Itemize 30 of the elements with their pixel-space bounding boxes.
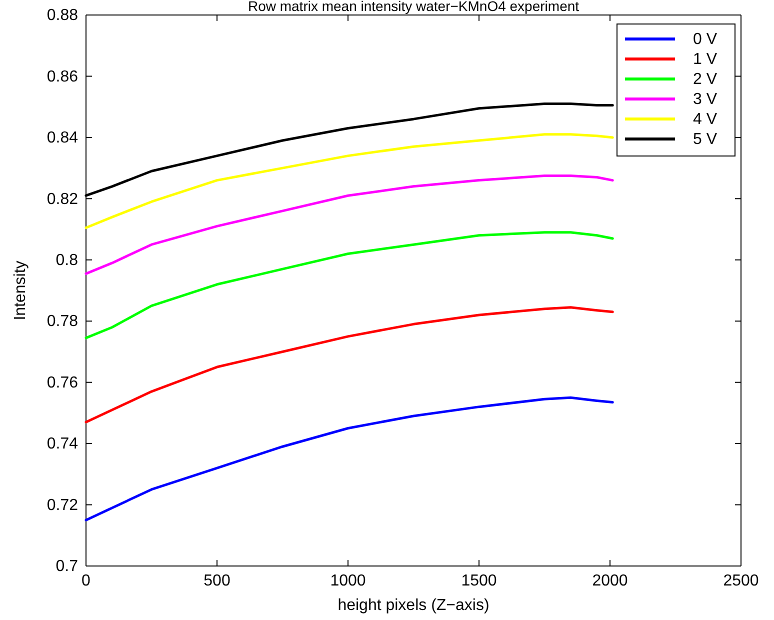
line-series xyxy=(84,174,614,275)
y-tick-label: 0.84 xyxy=(46,130,78,147)
y-tick-label: 0.86 xyxy=(46,68,78,86)
line-series xyxy=(84,231,614,340)
line-series xyxy=(84,306,614,424)
legend-label: 2 V xyxy=(693,71,718,88)
legend-label: 4 V xyxy=(693,111,718,128)
y-tick-label: 0.78 xyxy=(46,313,78,330)
legend-label: 5 V xyxy=(693,131,718,148)
legend-label: 3 V xyxy=(693,91,718,108)
chart-title: Row matrix mean intensity water−KMnO4 experiment xyxy=(248,0,580,14)
x-tick-label: 1000 xyxy=(330,572,366,590)
x-tick-label: 2500 xyxy=(723,572,759,590)
y-tick-label: 0.8 xyxy=(56,252,78,270)
x-tick-label: 1500 xyxy=(461,572,497,590)
y-tick-label: 0.82 xyxy=(46,190,78,208)
line-series xyxy=(84,133,614,229)
x-tick-label: 500 xyxy=(204,572,230,590)
x-tick-label: 0 xyxy=(82,572,91,590)
y-tick-label: 0.74 xyxy=(46,436,78,453)
y-tick-label: 0.88 xyxy=(46,7,78,24)
y-tick-label: 0.76 xyxy=(46,374,78,392)
y-tick-label: 0.7 xyxy=(56,558,78,576)
line-series xyxy=(84,396,614,522)
x-tick-label: 2000 xyxy=(592,572,628,590)
y-tick-label: 0.72 xyxy=(46,496,78,514)
legend-label: 1 V xyxy=(693,51,718,68)
y-axis-title: Intensity xyxy=(12,260,29,320)
legend-label: 0 V xyxy=(693,31,718,48)
x-axis-title: height pixels (Z−axis) xyxy=(338,597,490,614)
